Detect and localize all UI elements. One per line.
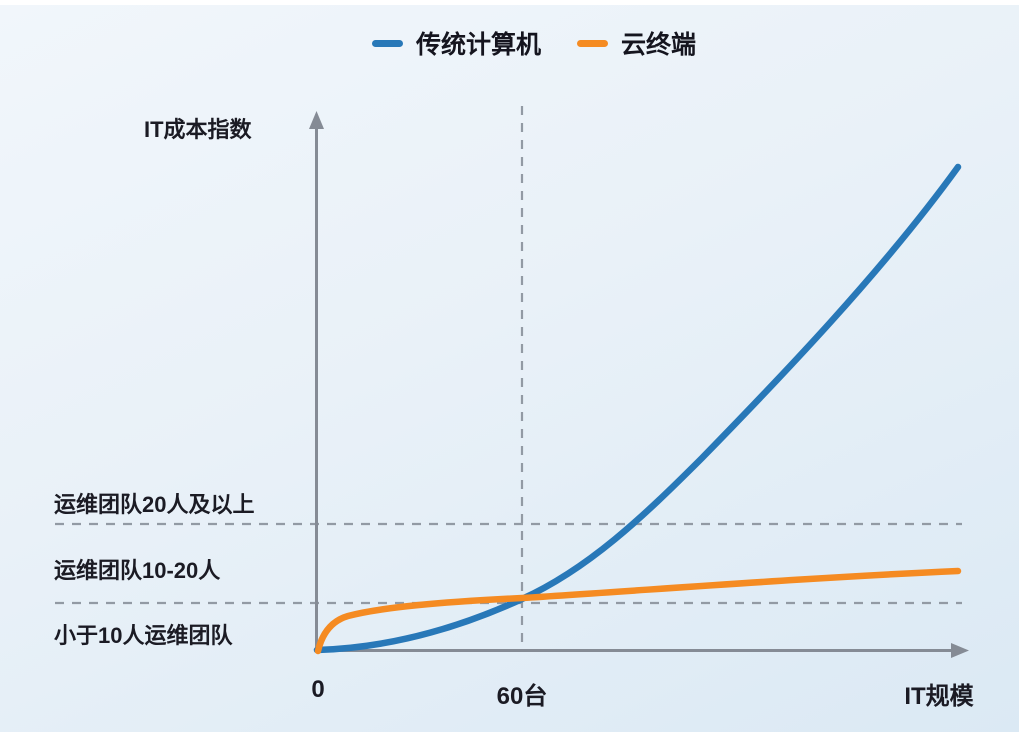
- threshold-label-10-20: 运维团队10-20人: [54, 558, 221, 583]
- legend-swatch-traditional-icon: [372, 39, 403, 47]
- x-axis-title: IT规模: [904, 683, 974, 710]
- x-axis-arrow-icon: [951, 643, 969, 658]
- threshold-label-under10: 小于10人运维团队: [54, 623, 233, 648]
- legend-item-traditional: 传统计算机: [372, 25, 541, 61]
- x-tick-60: 60台: [496, 683, 548, 710]
- legend-swatch-cloud-icon: [577, 39, 609, 47]
- legend-label-traditional: 传统计算机: [416, 31, 542, 59]
- series-curve-cloud: [314, 567, 962, 655]
- y-axis-arrow-icon: [309, 111, 324, 129]
- x-tick-zero: 0: [311, 676, 325, 703]
- y-axis-title: IT成本指数: [144, 117, 252, 142]
- legend-item-cloud: 云终端: [577, 25, 696, 61]
- gradient-background: [0, 5, 1019, 732]
- series-curve-traditional: [313, 163, 962, 654]
- chart-legend: 传统计算机 云终端: [372, 25, 696, 61]
- threshold-label-20plus: 运维团队20人及以上: [54, 492, 255, 517]
- legend-label-cloud: 云终端: [621, 31, 697, 59]
